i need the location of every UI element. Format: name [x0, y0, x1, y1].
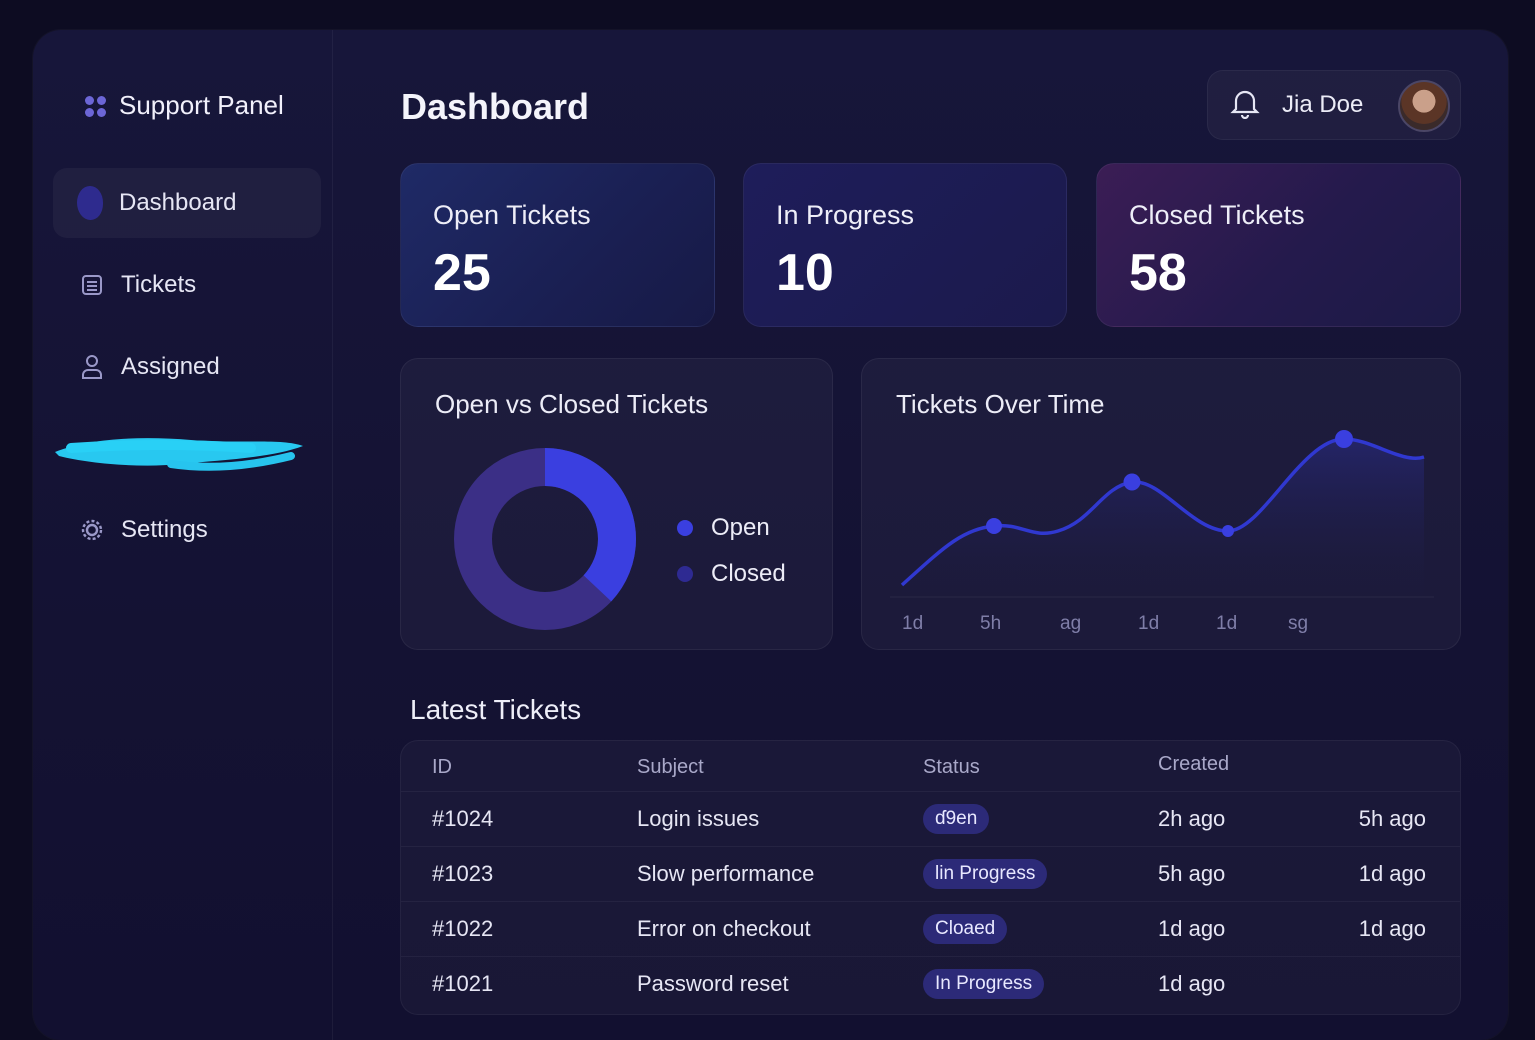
sidebar-item-dashboard[interactable]: Dashboard [53, 168, 321, 238]
stat-label: In Progress [776, 200, 915, 230]
gear-icon [79, 517, 105, 543]
ticket-subject: Password reset [637, 971, 789, 996]
area-fill [902, 439, 1424, 597]
x-tick-label: 1d [902, 613, 923, 634]
brand-dots-icon [83, 94, 107, 118]
stat-card-closed: Closed Tickets 58 [1096, 163, 1461, 327]
tickets-table: ID Subject Status Created #1024 Login is… [400, 740, 1461, 1015]
redaction-scribble [55, 438, 303, 471]
legend-dot [677, 566, 693, 582]
user-icon [79, 354, 105, 380]
status-badge: lin Progress [923, 859, 1048, 889]
sidebar: Support Panel Dashboard Tickets As [33, 30, 333, 1040]
ticket-created: 1d ago [1158, 971, 1226, 996]
ticket-id: #1022 [432, 916, 494, 941]
data-point [1335, 430, 1353, 448]
sidebar-item-assigned[interactable]: Assigned [53, 332, 321, 402]
latest-tickets-title: Latest Tickets [410, 694, 582, 725]
sidebar-item-label: Tickets [121, 271, 197, 298]
ticket-id: #1024 [432, 806, 494, 831]
brand-title: Support Panel [119, 90, 284, 120]
stat-label: Closed Tickets [1129, 200, 1305, 230]
table-row[interactable]: #1023 Slow performance lin Progress 5h a… [401, 846, 1460, 901]
donut-legend: Open Closed [677, 505, 786, 597]
line-panel: Tickets Over Time 1d 5h ag 1d 1d sg [861, 358, 1461, 650]
table-row[interactable]: #1021 Password reset In Progress 1d ago [401, 956, 1460, 1011]
status-badge: Cloaed [923, 914, 1008, 944]
bell-icon[interactable] [1230, 87, 1260, 124]
ticket-subject: Login issues [637, 806, 760, 831]
donut-title: Open vs Closed Tickets [435, 389, 709, 419]
legend-item-open: Open [677, 505, 786, 551]
ticket-subject: Slow performance [637, 861, 815, 886]
legend-dot [677, 520, 693, 536]
donut-slice-open [454, 448, 636, 630]
ticket-created: 2h ago [1158, 806, 1226, 831]
brand: Support Panel [83, 90, 284, 121]
data-point [1123, 473, 1141, 491]
x-tick-label: 1d [1138, 613, 1159, 634]
donut-chart [454, 448, 636, 630]
stat-label: Open Tickets [433, 200, 591, 230]
column-header-created[interactable]: Created [1158, 753, 1230, 775]
legend-label: Closed [711, 560, 786, 587]
ticket-id: #1021 [432, 971, 494, 996]
table-row[interactable]: #1024 Login issues ɗ9en 2h ago 5h ago [401, 791, 1460, 846]
ticket-created: 5h ago [1158, 861, 1226, 886]
column-header-id[interactable]: ID [432, 756, 452, 778]
list-icon [79, 272, 105, 298]
sidebar-item-tickets[interactable]: Tickets [53, 250, 321, 320]
stat-card-in-progress: In Progress 10 [743, 163, 1067, 327]
column-header-subject[interactable]: Subject [637, 756, 704, 778]
donut-panel: Open vs Closed Tickets Open Closed [400, 358, 833, 650]
ticket-updated: 1d ago [1358, 861, 1426, 886]
legend-label: Open [711, 514, 770, 541]
status-badge: ɗ9en [923, 804, 990, 834]
user-menu[interactable]: Jia Doe [1207, 70, 1461, 140]
stat-card-open: Open Tickets 25 [400, 163, 715, 327]
page-title: Dashboard [401, 86, 590, 127]
x-tick-label: 1d [1216, 613, 1237, 634]
x-tick-label: sg [1288, 613, 1308, 634]
stat-value: 10 [776, 244, 834, 302]
ticket-created: 1d ago [1158, 916, 1226, 941]
sidebar-item-settings[interactable]: Settings [53, 495, 321, 565]
sidebar-item-label: Dashboard [119, 189, 237, 216]
ticket-updated: 1d ago [1358, 916, 1426, 941]
sidebar-item-label: Assigned [121, 353, 220, 380]
sidebar-item-label: Settings [121, 516, 208, 543]
stat-value: 25 [433, 244, 491, 302]
table-row[interactable]: #1022 Error on checkout Cloaed 1d ago 1d… [401, 901, 1460, 956]
data-point [1222, 525, 1234, 537]
data-point [986, 518, 1002, 534]
line-title: Tickets Over Time [896, 389, 1105, 419]
legend-item-closed: Closed [677, 551, 786, 597]
dashboard-blob-icon [77, 186, 103, 220]
line-chart: 1d 5h ag 1d 1d sg [890, 430, 1434, 634]
app-window: Support Panel Dashboard Tickets As [33, 30, 1508, 1040]
ticket-subject: Error on checkout [637, 916, 811, 941]
ticket-updated: 5h ago [1358, 806, 1426, 831]
x-tick-label: 5h [980, 613, 1001, 634]
column-header-status[interactable]: Status [923, 756, 980, 778]
user-name: Jia Doe [1282, 91, 1364, 118]
ticket-id: #1023 [432, 861, 494, 886]
status-badge: In Progress [923, 969, 1045, 999]
stat-value: 58 [1129, 244, 1187, 302]
avatar[interactable] [1398, 80, 1450, 132]
x-tick-label: ag [1060, 613, 1081, 634]
